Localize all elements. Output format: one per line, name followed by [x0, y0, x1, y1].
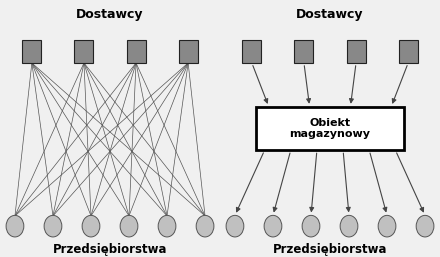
Bar — [22, 40, 41, 63]
Circle shape — [44, 215, 62, 237]
Bar — [294, 40, 313, 63]
Bar — [242, 40, 261, 63]
Circle shape — [6, 215, 24, 237]
Bar — [179, 40, 198, 63]
Text: Przedsiębiorstwa: Przedsiębiorstwa — [53, 243, 167, 256]
Bar — [74, 40, 93, 63]
Circle shape — [158, 215, 176, 237]
Bar — [256, 107, 404, 150]
Bar — [399, 40, 418, 63]
Circle shape — [302, 215, 320, 237]
Text: Dostawcy: Dostawcy — [296, 8, 364, 21]
Circle shape — [196, 215, 214, 237]
Circle shape — [226, 215, 244, 237]
Circle shape — [340, 215, 358, 237]
Text: Obiekt
magazynowy: Obiekt magazynowy — [290, 118, 370, 139]
Circle shape — [378, 215, 396, 237]
Circle shape — [82, 215, 100, 237]
Bar — [347, 40, 366, 63]
Text: Przedsiębiorstwa: Przedsiębiorstwa — [273, 243, 387, 256]
Circle shape — [120, 215, 138, 237]
Bar — [127, 40, 146, 63]
Circle shape — [264, 215, 282, 237]
Circle shape — [416, 215, 434, 237]
Text: Dostawcy: Dostawcy — [76, 8, 144, 21]
